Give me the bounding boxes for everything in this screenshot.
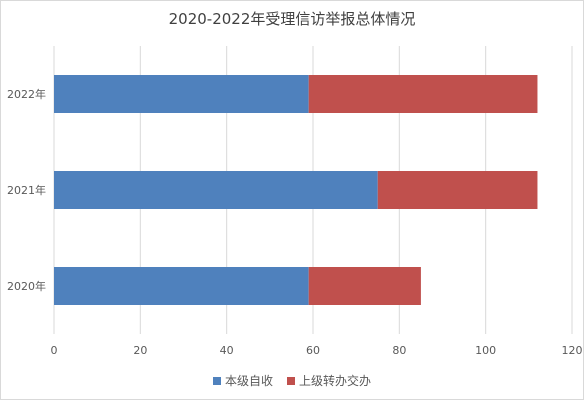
y-category-label-2: 2020年 bbox=[7, 279, 46, 293]
legend-swatch-transfer bbox=[287, 376, 295, 385]
bar-1-0 bbox=[308, 75, 538, 113]
bar-1-1 bbox=[377, 171, 538, 209]
x-tick-label-2: 40 bbox=[220, 344, 234, 357]
x-tick-label-4: 80 bbox=[392, 344, 406, 357]
bar-0-1 bbox=[54, 171, 378, 209]
x-tick-label-1: 20 bbox=[133, 344, 147, 357]
bar-1-2 bbox=[308, 267, 421, 305]
chart-title: 2020-2022年受理信访举报总体情况 bbox=[168, 10, 416, 28]
bar-0-0 bbox=[54, 75, 309, 113]
legend-label-self: 本级自收 bbox=[224, 374, 273, 388]
y-category-label-0: 2022年 bbox=[7, 87, 46, 101]
chart-legend: 本级自收 上级转办交办 bbox=[0, 372, 584, 389]
bar-0-2 bbox=[54, 267, 309, 305]
x-tick-label-5: 100 bbox=[475, 344, 496, 357]
legend-item-transfer: 上级转办交办 bbox=[287, 372, 371, 389]
x-tick-label-3: 60 bbox=[306, 344, 320, 357]
x-tick-label-0: 0 bbox=[51, 344, 58, 357]
legend-item-self: 本级自收 bbox=[212, 372, 273, 389]
y-category-label-1: 2021年 bbox=[7, 183, 46, 197]
legend-swatch-self bbox=[212, 376, 221, 385]
x-tick-label-6: 120 bbox=[562, 344, 583, 357]
legend-label-transfer: 上级转办交办 bbox=[299, 374, 372, 388]
